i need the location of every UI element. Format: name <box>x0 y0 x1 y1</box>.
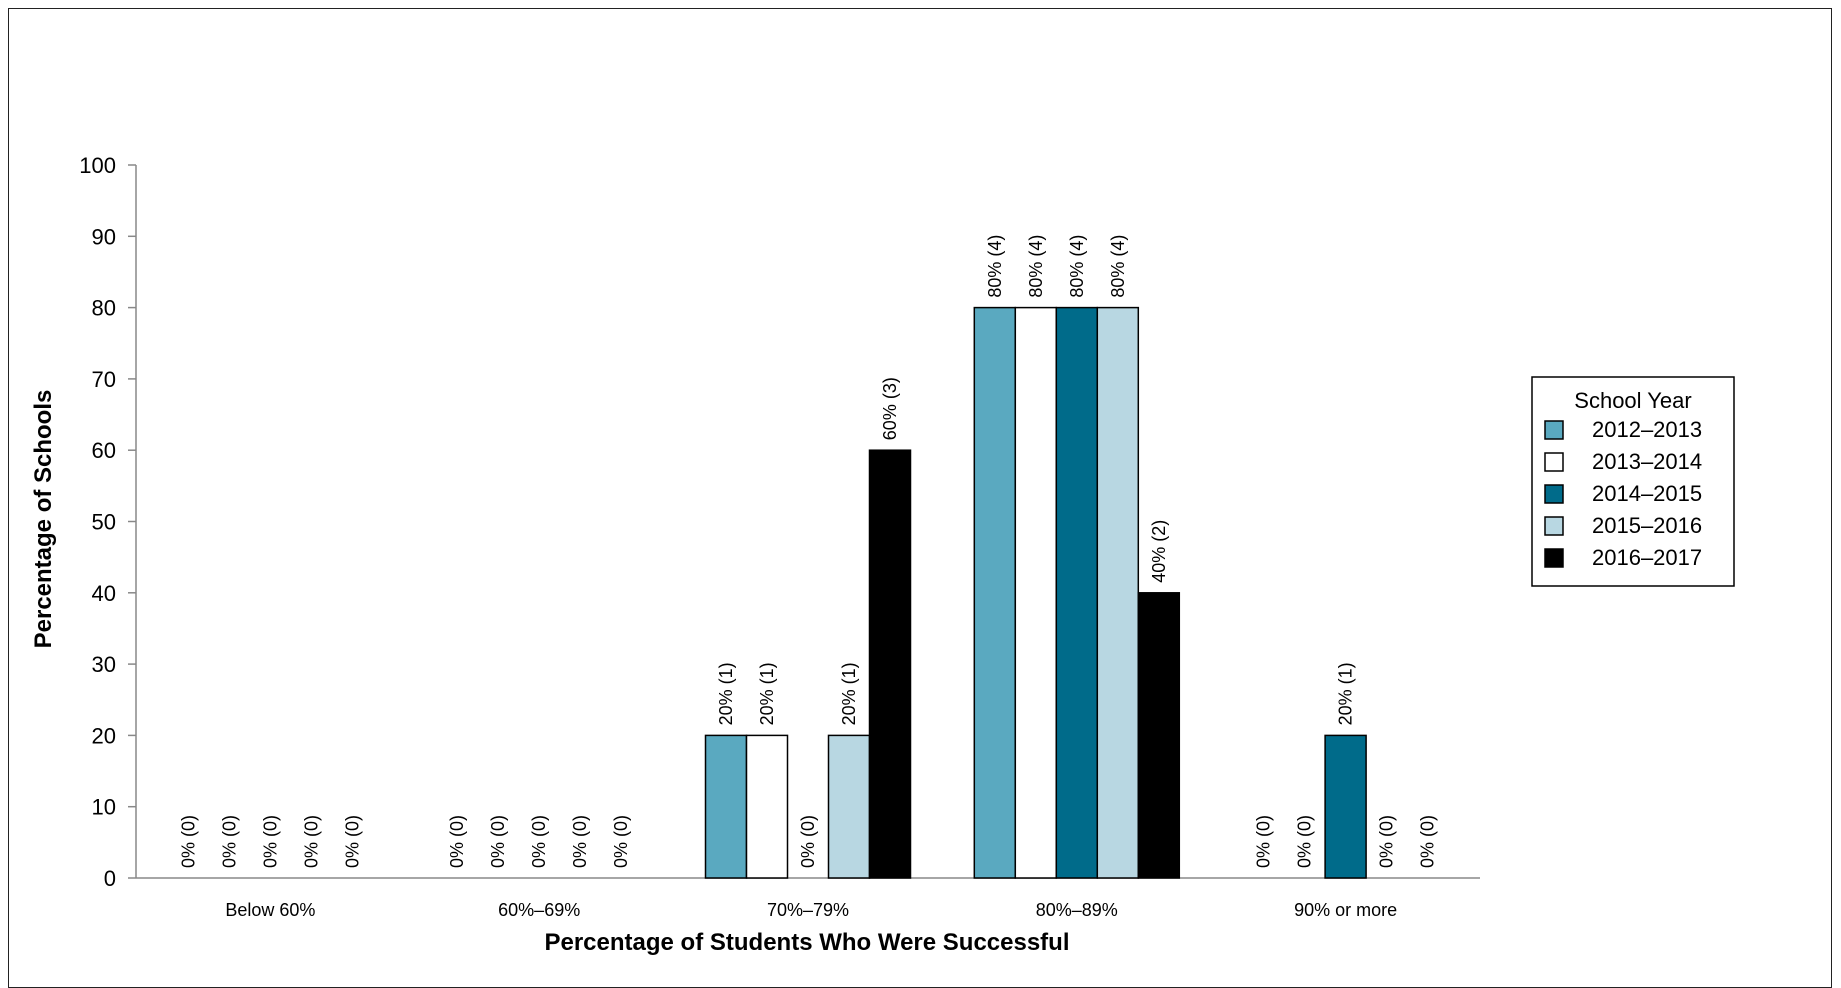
bar <box>745 734 789 879</box>
bar <box>1137 592 1181 879</box>
legend: School Year 2012–2013 2013–2014 2014–2015 2… <box>1531 376 1735 587</box>
data-label: 0% (0) <box>219 815 239 868</box>
y-tick-label: 50 <box>92 510 116 535</box>
bar <box>973 306 1017 879</box>
axes: 0 10 20 30 40 50 60 70 80 90 100 Below 60% 60%–69% 70… <box>79 153 1480 920</box>
legend-title: School Year <box>1574 388 1691 413</box>
bar <box>704 734 748 879</box>
legend-box <box>1531 376 1735 587</box>
bars <box>704 306 1367 879</box>
data-label: 0% (0) <box>488 815 508 868</box>
data-label: 0% (0) <box>1418 815 1438 868</box>
legend-swatch <box>1544 548 1564 568</box>
data-label: 40% (2) <box>1149 520 1169 583</box>
bar <box>868 449 912 879</box>
legend-swatch <box>1544 484 1564 504</box>
data-label: 0% (0) <box>260 815 280 868</box>
bar <box>1096 306 1140 879</box>
x-category-label: 80%–89% <box>1036 900 1118 920</box>
data-label: 80% (4) <box>1026 235 1046 298</box>
bar <box>1324 734 1367 879</box>
data-label: 20% (1) <box>716 662 736 725</box>
data-label: 20% (1) <box>1336 662 1356 725</box>
legend-swatch <box>1544 420 1564 440</box>
chart-frame <box>8 8 1832 988</box>
data-label: 0% (0) <box>798 815 818 868</box>
legend-label: 2012–2013 <box>1592 417 1702 442</box>
y-tick-label: 30 <box>92 652 116 677</box>
y-tick-label: 70 <box>92 367 116 392</box>
y-tick-label: 10 <box>92 795 116 820</box>
y-tick-label: 100 <box>79 153 116 178</box>
data-label: 0% (0) <box>1295 815 1315 868</box>
bar <box>1055 306 1099 879</box>
y-tick-label: 40 <box>92 581 116 606</box>
legend-label: 2016–2017 <box>1592 545 1702 570</box>
data-label: 20% (1) <box>757 662 777 725</box>
bar <box>1014 306 1058 879</box>
legend-swatch <box>1544 516 1564 536</box>
x-category-label: 60%–69% <box>498 900 580 920</box>
x-category-label: 90% or more <box>1294 900 1397 920</box>
bar <box>827 734 871 879</box>
data-labels: 0% (0) 0% (0) 0% (0) 0% (0) 0% (0) 0% (0) 0% (… <box>178 235 1437 868</box>
x-category-label: 70%–79% <box>767 900 849 920</box>
data-label: 0% (0) <box>342 815 362 868</box>
legend-label: 2013–2014 <box>1592 449 1702 474</box>
legend-label: 2014–2015 <box>1592 481 1702 506</box>
data-label: 0% (0) <box>611 815 631 868</box>
data-label: 80% (4) <box>1108 235 1128 298</box>
legend-swatch <box>1544 452 1564 472</box>
data-label: 0% (0) <box>1254 815 1274 868</box>
data-label: 0% (0) <box>178 815 198 868</box>
data-label: 0% (0) <box>529 815 549 868</box>
y-tick-label: 90 <box>92 224 116 249</box>
data-label: 0% (0) <box>1377 815 1397 868</box>
y-axis-title: Percentage of Schools <box>30 390 57 649</box>
data-label: 80% (4) <box>985 235 1005 298</box>
data-label: 0% (0) <box>301 815 321 868</box>
data-label: 0% (0) <box>447 815 467 868</box>
data-label: 20% (1) <box>839 662 859 725</box>
y-tick-label: 20 <box>92 723 116 748</box>
y-tick-label: 80 <box>92 296 116 321</box>
x-axis-title: Percentage of Students Who Were Successf… <box>544 929 1069 956</box>
x-category-label: Below 60% <box>225 900 315 920</box>
legend-label: 2015–2016 <box>1592 513 1702 538</box>
y-tick-label: 60 <box>92 438 116 463</box>
y-tick-label: 0 <box>104 866 116 891</box>
data-label: 60% (3) <box>880 377 900 440</box>
data-label: 80% (4) <box>1067 235 1087 298</box>
data-label: 0% (0) <box>570 815 590 868</box>
